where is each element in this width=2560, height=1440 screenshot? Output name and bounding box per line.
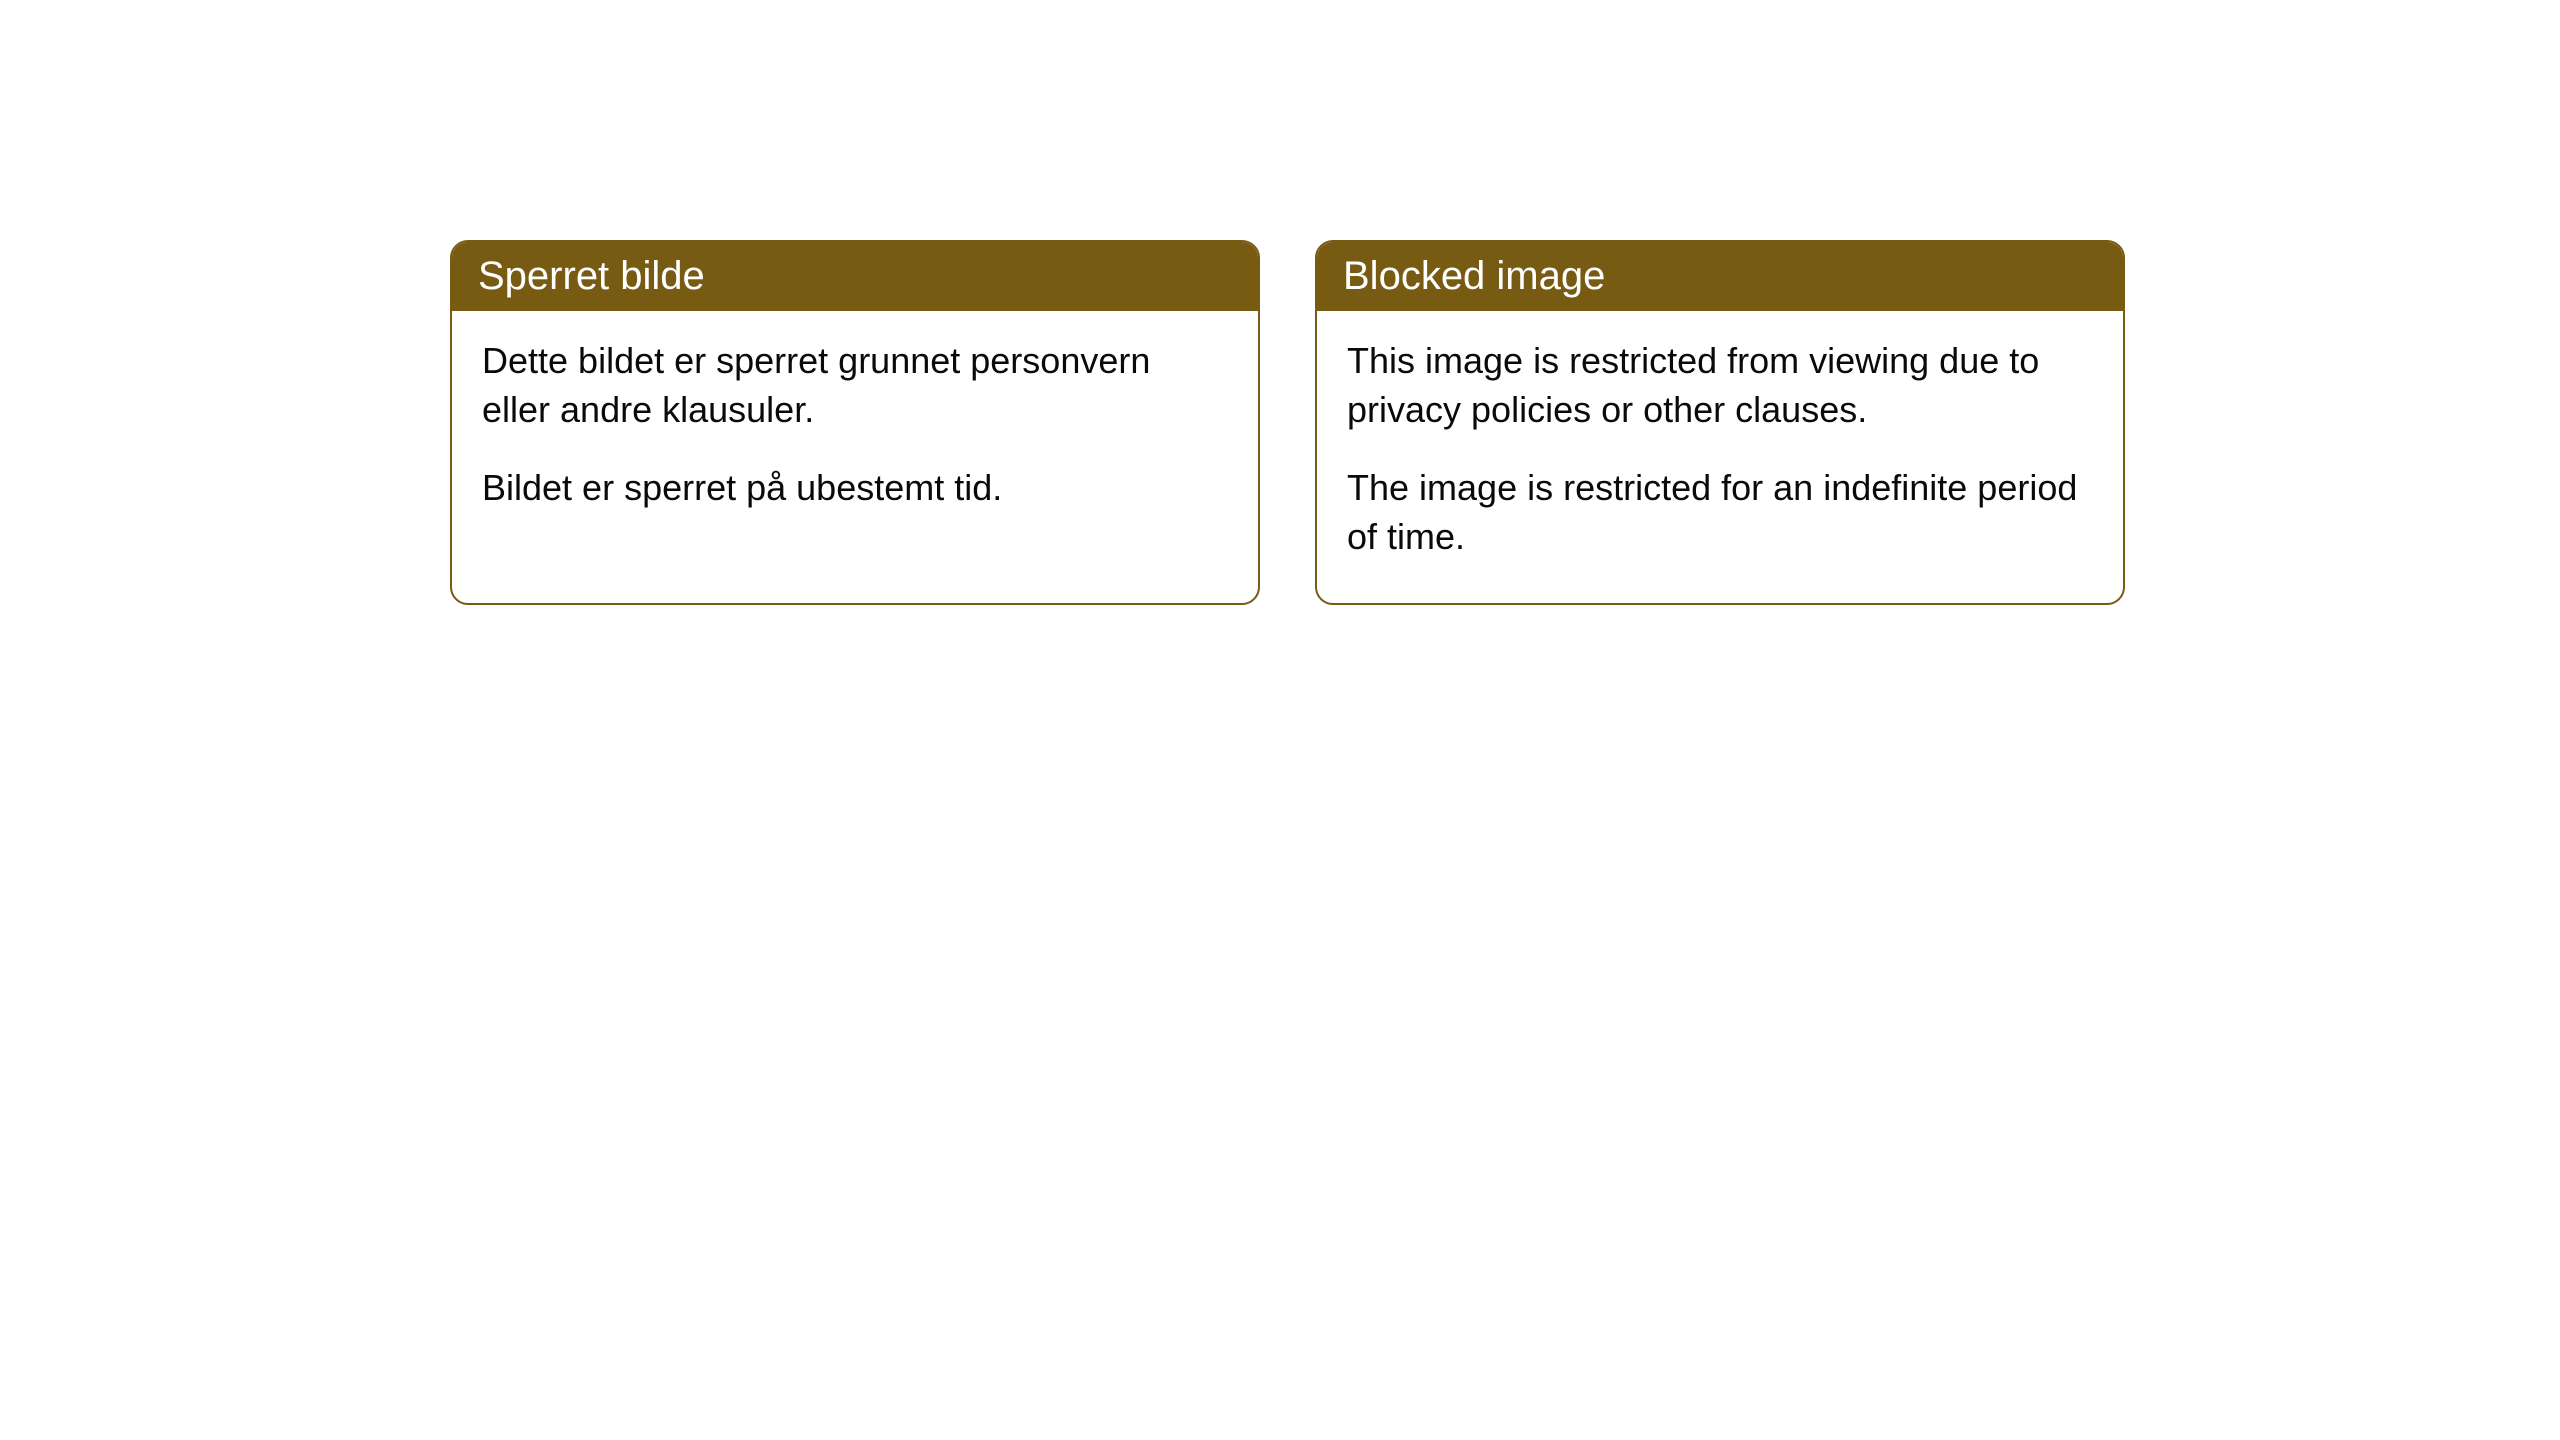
card-paragraph: Bildet er sperret på ubestemt tid. [482,464,1228,513]
notice-cards-container: Sperret bilde Dette bildet er sperret gr… [450,240,2125,605]
card-paragraph: This image is restricted from viewing du… [1347,337,2093,434]
blocked-image-card-norwegian: Sperret bilde Dette bildet er sperret gr… [450,240,1260,605]
card-body: This image is restricted from viewing du… [1317,311,2123,603]
card-header: Blocked image [1317,242,2123,311]
card-body: Dette bildet er sperret grunnet personve… [452,311,1258,555]
card-title: Sperret bilde [478,254,705,298]
card-title: Blocked image [1343,254,1605,298]
card-paragraph: Dette bildet er sperret grunnet personve… [482,337,1228,434]
card-header: Sperret bilde [452,242,1258,311]
blocked-image-card-english: Blocked image This image is restricted f… [1315,240,2125,605]
card-paragraph: The image is restricted for an indefinit… [1347,464,2093,561]
